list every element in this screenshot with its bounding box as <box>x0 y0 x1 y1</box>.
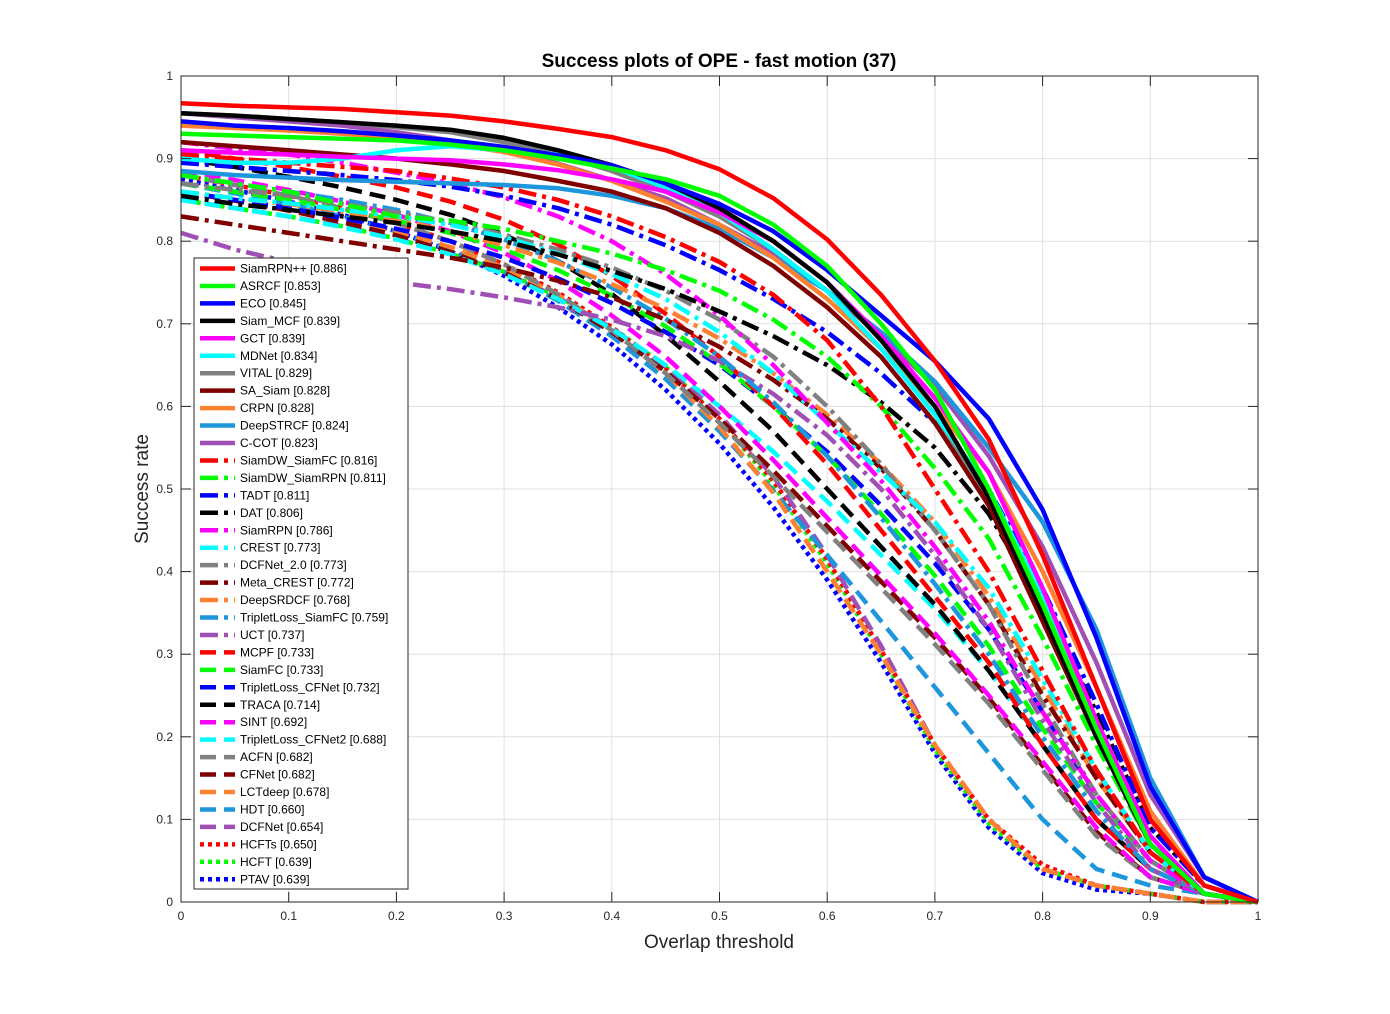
series-line <box>180 189 1259 905</box>
legend-entry: CFNet [0.682] <box>240 768 315 782</box>
legend-entry: DeepSRDCF [0.768] <box>240 593 350 607</box>
x-tick-label: 0.9 <box>1142 909 1159 923</box>
legend-entry: SiamRPN++ [0.886] <box>240 262 347 276</box>
series-lines <box>180 101 1259 905</box>
series-line <box>180 131 1259 905</box>
legend-entry: DeepSTRCF [0.824] <box>240 419 349 433</box>
legend-box <box>193 257 409 890</box>
chart-title: Success plots of OPE - fast motion (37) <box>542 51 897 72</box>
x-tick-label: 0 <box>178 909 185 923</box>
x-tick-label: 0.8 <box>1034 909 1051 923</box>
legend-entry: HCFTs [0.650] <box>240 837 317 851</box>
legend-entry: SiamRPN [0.786] <box>240 523 333 537</box>
x-tick-label: 0.2 <box>388 909 405 923</box>
legend-entry: TripletLoss_CFNet2 [0.688] <box>240 733 386 747</box>
x-tick-label: 1 <box>1255 909 1262 923</box>
legend-entry: SiamDW_SiamFC [0.816] <box>240 453 377 467</box>
legend-entry: CREST [0.773] <box>240 541 320 555</box>
legend-entry: TADT [0.811] <box>240 488 309 502</box>
series-line <box>180 214 1259 905</box>
series-line <box>180 101 1259 905</box>
legend-entry: VITAL [0.829] <box>240 366 312 380</box>
legend-entry: ECO [0.845] <box>240 296 306 310</box>
y-tick-label: 0.5 <box>156 482 173 496</box>
x-tick-label: 0.7 <box>927 909 944 923</box>
legend-entry: UCT [0.737] <box>240 628 304 642</box>
series-line <box>180 119 1259 905</box>
series-line <box>180 152 1259 905</box>
y-axis-title: Success rate <box>132 434 153 544</box>
series-line <box>180 110 1259 905</box>
legend-entry: GCT [0.839] <box>240 331 305 345</box>
legend-entry: TripletLoss_CFNet [0.732] <box>240 680 380 694</box>
series-line <box>180 172 1259 905</box>
legend-entry: HDT [0.660] <box>240 802 304 816</box>
legend-entry: SiamDW_SiamRPN [0.811] <box>240 471 386 485</box>
series-line <box>180 189 1259 905</box>
series-line <box>180 172 1259 905</box>
legend-entry: DCFNet_2.0 [0.773] <box>240 558 347 572</box>
x-tick-label: 0.3 <box>496 909 513 923</box>
legend-entry: DAT [0.806] <box>240 506 303 520</box>
legend-entry: SA_Siam [0.828] <box>240 384 330 398</box>
x-tick-label: 0.4 <box>603 909 620 923</box>
legend-entry: MCPF [0.733] <box>240 645 314 659</box>
x-axis-title: Overlap threshold <box>644 932 794 953</box>
y-tick-label: 1 <box>166 69 173 83</box>
series-line <box>180 148 1259 905</box>
legend-entry: Siam_MCF [0.839] <box>240 314 340 328</box>
y-tick-label: 0.7 <box>156 317 173 331</box>
y-tick-label: 0.4 <box>156 565 173 579</box>
legend-entry: TripletLoss_SiamFC [0.759] <box>240 611 388 625</box>
legend-entry: HCFT [0.639] <box>240 855 312 869</box>
legend-entry: DCFNet [0.654] <box>240 820 323 834</box>
legend-entry: ASRCF [0.853] <box>240 279 321 293</box>
x-tick-label: 0.5 <box>711 909 728 923</box>
legend-entry: SiamFC [0.733] <box>240 663 323 677</box>
axis-ticks: 0 0.1 0.2 0.3 0.4 0.5 0.6 0.7 0.8 0.9 1 0 0.1 0.2 0.3 0… <box>156 69 1261 923</box>
legend-entry: ACFN [0.682] <box>240 750 313 764</box>
legend-entry: MDNet [0.834] <box>240 349 317 363</box>
y-tick-label: 0.3 <box>156 647 173 661</box>
series-line <box>180 160 1259 905</box>
legend-entry: Meta_CREST [0.772] <box>240 576 354 590</box>
y-tick-label: 0.1 <box>156 812 173 826</box>
y-tick-label: 0.8 <box>156 234 173 248</box>
y-tick-label: 0.6 <box>156 399 173 413</box>
legend: SiamRPN++ [0.886] ASRCF [0.853] ECO [0.845… <box>193 257 409 890</box>
x-tick-label: 0.6 <box>819 909 836 923</box>
legend-entry: CRPN [0.828] <box>240 401 314 415</box>
series-line <box>180 189 1259 905</box>
legend-entry: SINT [0.692] <box>240 715 307 729</box>
legend-entry: LCTdeep [0.678] <box>240 785 329 799</box>
legend-entry: TRACA [0.714] <box>240 698 320 712</box>
legend-entry: PTAV [0.639] <box>240 872 310 886</box>
y-tick-label: 0.2 <box>156 730 173 744</box>
series-line <box>180 139 1259 905</box>
x-tick-label: 0.1 <box>280 909 297 923</box>
y-tick-label: 0.9 <box>156 152 173 166</box>
y-tick-label: 0 <box>166 895 173 909</box>
legend-entry: C-COT [0.823] <box>240 436 318 450</box>
